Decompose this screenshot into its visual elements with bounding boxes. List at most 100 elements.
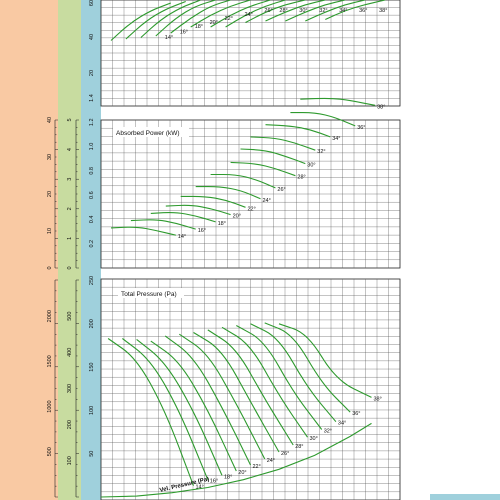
blade-angle-label: 28° xyxy=(295,444,303,450)
curve-28deg xyxy=(230,161,296,177)
curve-26deg xyxy=(193,332,280,453)
blade-angle-label: 36° xyxy=(357,125,365,131)
pressure-green-scale-label: 100 xyxy=(67,456,73,465)
blade-angle-label: 34° xyxy=(339,8,347,14)
curve-22deg xyxy=(170,0,231,34)
pressure-orange-scale-label: 500 xyxy=(47,447,53,456)
y-tick-label: 50 xyxy=(89,451,95,457)
blade-angle-label: 24° xyxy=(263,198,271,204)
pressure-orange-scale-label: 2000 xyxy=(47,310,53,322)
blade-angle-label: 38° xyxy=(377,104,385,110)
y-tick-label: 0.8 xyxy=(89,167,95,175)
curve-30deg xyxy=(240,148,306,165)
blade-angle-label: 22° xyxy=(225,16,233,22)
curve-22deg xyxy=(180,195,246,208)
blade-angle-label: 18° xyxy=(224,474,232,480)
curve-38deg xyxy=(300,97,376,106)
blade-angle-label: 34° xyxy=(338,421,346,427)
pressure-green-scale-label: 400 xyxy=(67,348,73,357)
orange-scale-strip xyxy=(0,0,58,500)
y-tick-label: 200 xyxy=(89,319,95,328)
curve-28deg xyxy=(207,329,294,446)
power-green-scale-label: 0 xyxy=(67,266,73,269)
curve-16deg xyxy=(125,0,186,40)
curve-18deg xyxy=(150,212,216,223)
power-orange-scale-label: 40 xyxy=(47,117,53,123)
blade-angle-label: 26° xyxy=(277,187,285,193)
blade-angle-label: 16° xyxy=(180,30,188,36)
curve-34deg xyxy=(265,124,331,138)
efficiency-y-tick: 40 xyxy=(89,34,95,40)
efficiency-y-ticks: 20 40 60 xyxy=(89,0,95,76)
power-green-scale-label: 3 xyxy=(67,178,73,181)
blade-angle-label: 30° xyxy=(307,163,315,169)
pressure-green-scale-label: 300 xyxy=(67,384,73,393)
curve-18deg xyxy=(136,338,223,476)
power-title-box xyxy=(113,127,189,137)
curve-20deg xyxy=(165,204,231,216)
pressure-orange-scale-label: 1500 xyxy=(47,355,53,367)
curve-34deg xyxy=(250,323,337,423)
pressure-panel-title: Total Pressure (Pa) xyxy=(121,291,177,298)
blade-angle-label: 14° xyxy=(196,485,204,491)
pressure-y-ticks: 50 100 150 200 250 xyxy=(89,276,95,457)
power-green-scale-label: 4 xyxy=(67,148,73,151)
blade-angle-label: 28° xyxy=(297,175,305,181)
y-tick-label: 250 xyxy=(89,276,95,285)
y-tick-label: 100 xyxy=(89,406,95,415)
curve-26deg xyxy=(210,0,271,28)
curve-26deg xyxy=(210,173,276,189)
y-tick-label: 0.6 xyxy=(89,191,95,199)
curve-22deg xyxy=(164,335,251,466)
curve-24deg xyxy=(178,333,266,460)
power-panel-title: Absorbed Power (kW) xyxy=(116,130,180,137)
power-orange-scale-label: 20 xyxy=(47,191,53,197)
curve-36deg xyxy=(305,0,366,22)
curve-24deg xyxy=(190,0,251,28)
pressure-title-box xyxy=(118,288,184,298)
blade-angle-label: 32° xyxy=(319,8,327,14)
blade-angle-label: 24° xyxy=(267,458,275,464)
blue-scale-strip-bottom xyxy=(430,494,500,500)
pressure-green-scale-label: 200 xyxy=(67,420,73,429)
y-tick-label: 1.0 xyxy=(89,143,95,151)
curve-20deg xyxy=(155,0,216,37)
curve-14deg xyxy=(107,338,195,486)
blade-angle-label: 26° xyxy=(264,8,272,14)
curve-30deg xyxy=(221,326,308,438)
pressure-grid xyxy=(101,279,400,500)
power-panel: Absorbed Power (kW) 0.2 0.4 0.6 0.8 1.0 1.2 1.… xyxy=(89,94,401,269)
blade-angle-label: 20° xyxy=(238,470,246,476)
blade-angle-label: 14° xyxy=(178,234,186,240)
curve-20deg xyxy=(150,340,237,472)
power-green-scale-label: 1 xyxy=(67,237,73,240)
efficiency-y-tick: 20 xyxy=(89,70,95,76)
blade-angle-label: 38° xyxy=(374,396,382,402)
power-orange-scale-label: 10 xyxy=(47,228,53,234)
blade-angle-label: 32° xyxy=(324,429,332,435)
velocity-pressure-curve xyxy=(100,422,372,498)
y-tick-label: 0.4 xyxy=(89,216,95,224)
side-scale-labels: 0102030400123455001000150020001002003004… xyxy=(47,117,73,465)
curve-14deg xyxy=(110,2,171,41)
curve-32deg xyxy=(250,136,316,151)
curve-18deg xyxy=(140,0,201,38)
blade-angle-label: 32° xyxy=(317,149,325,155)
blade-angle-label: 34° xyxy=(332,136,340,142)
blade-angle-label: 14° xyxy=(165,35,173,41)
pressure-panel: Total Pressure (Pa) 50 100 150 200 250 14° 16… xyxy=(89,276,401,500)
y-tick-label: 150 xyxy=(89,363,95,372)
blue-scale-strip xyxy=(81,0,101,500)
green-scale-strip xyxy=(58,0,81,500)
power-green-scale-label: 2 xyxy=(67,207,73,210)
curve-38deg xyxy=(278,323,372,398)
blade-angle-label: 22° xyxy=(248,206,256,212)
blade-angle-label: 26° xyxy=(281,451,289,457)
curve-16deg xyxy=(122,338,209,480)
efficiency-grid xyxy=(101,0,400,106)
curve-36deg xyxy=(264,322,351,413)
pressure-green-scale-label: 500 xyxy=(67,312,73,321)
blade-angle-label: 18° xyxy=(195,24,203,30)
y-tick-label: 1.2 xyxy=(89,118,95,126)
blade-angle-label: 38° xyxy=(379,8,387,14)
